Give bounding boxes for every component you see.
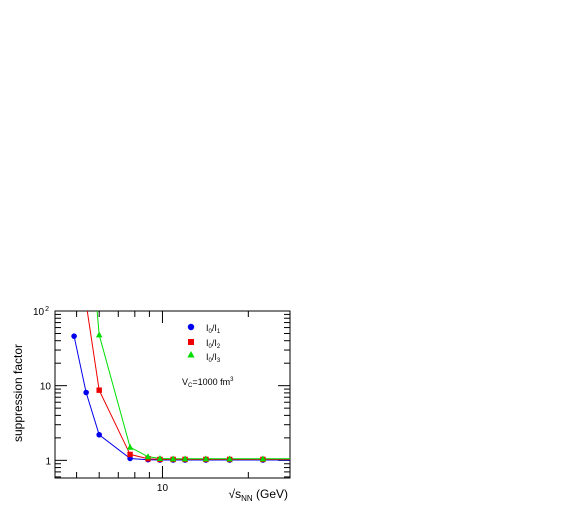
data-point-series-3 xyxy=(259,455,267,462)
legend-label-series-1: I0/I1 xyxy=(206,323,221,335)
legend-label-series-3: I0/I3 xyxy=(206,352,221,364)
x-axis-title-sub: NN xyxy=(241,494,253,503)
legend-label-series-2: I0/I2 xyxy=(206,338,221,350)
data-point-series-1 xyxy=(96,431,102,438)
plot-frame xyxy=(54,310,291,479)
data-point-series-3 xyxy=(156,455,164,462)
y-tick-label-base: 10 xyxy=(33,307,45,318)
annotation-sub: C xyxy=(188,383,193,389)
data-point-series-3 xyxy=(95,331,103,338)
legend-marker-circle xyxy=(187,323,195,331)
y-tick-label: 102 xyxy=(33,306,49,318)
series-line-1 xyxy=(73,336,290,461)
data-point-series-3 xyxy=(202,455,210,462)
y-tick-label: 1 xyxy=(45,456,51,467)
x-axis-title-unit: (GeV) xyxy=(253,487,288,501)
volume-annotation: VC=1000 fm3 xyxy=(182,377,234,389)
data-point-series-3 xyxy=(226,455,233,462)
y-tick-label-exponent: 2 xyxy=(45,306,49,313)
y-tick-label: 10 xyxy=(40,382,52,393)
annotation-mid: =1000 fm xyxy=(192,377,230,387)
data-point-series-3 xyxy=(126,443,134,450)
data-point-series-3 xyxy=(144,453,152,460)
legend-marker-triangle xyxy=(187,351,195,358)
data-point-series-1 xyxy=(71,333,77,339)
legend: I0/I1 I0/I2 I0/I3 xyxy=(187,323,221,364)
x-axis-title: √sNN (GeV) xyxy=(229,487,289,503)
x-tick-label: 10 xyxy=(157,483,169,494)
data-point-series-2 xyxy=(127,451,133,458)
data-point-series-1 xyxy=(83,389,89,396)
legend-marker-square xyxy=(188,339,194,345)
data-point-series-3 xyxy=(169,455,177,462)
y-axis-title: suppression factor xyxy=(11,344,25,442)
x-axis-title-base: √s xyxy=(229,487,242,501)
data-point-series-3 xyxy=(181,455,189,462)
annotation-base: V xyxy=(182,377,188,387)
annotation-sup: 3 xyxy=(230,377,234,383)
data-point-series-2 xyxy=(96,387,102,393)
